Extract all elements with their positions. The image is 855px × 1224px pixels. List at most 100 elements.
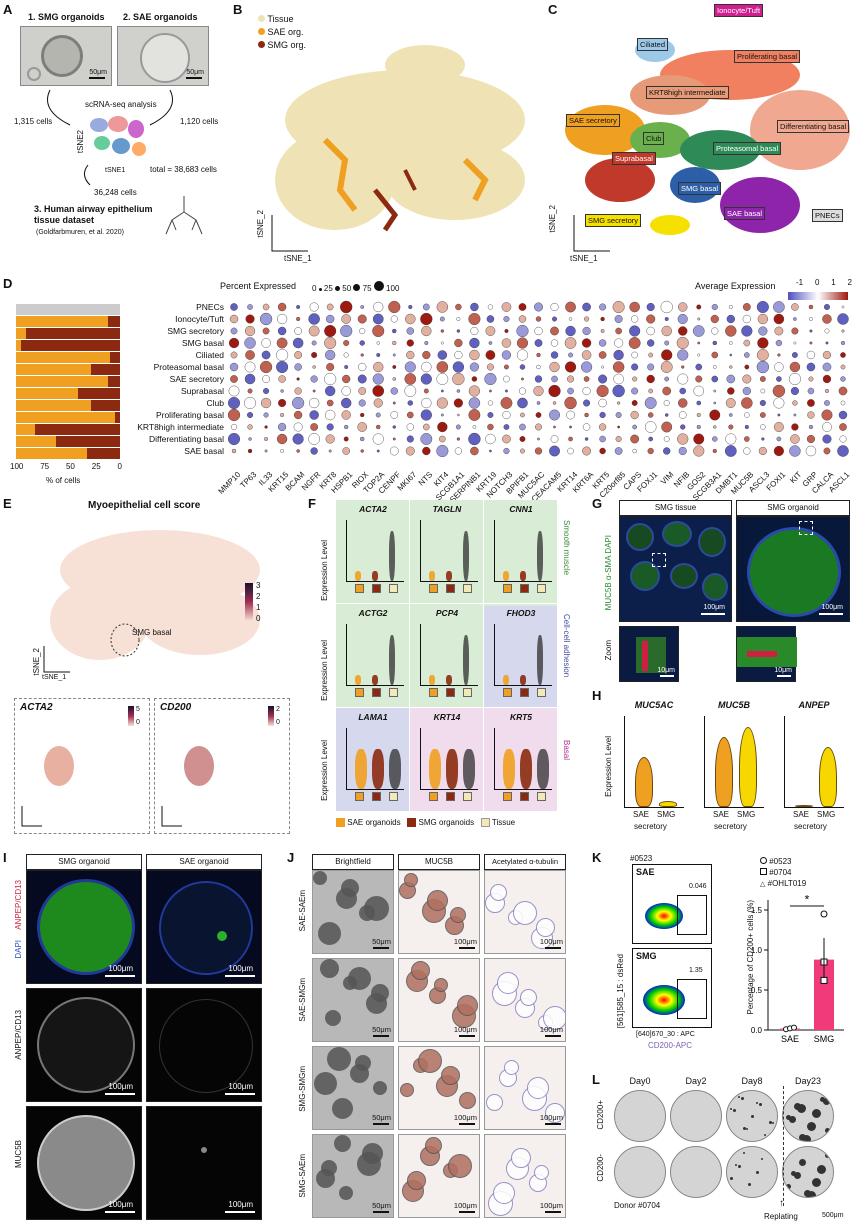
c-label-pnecs: PNECs xyxy=(812,209,843,222)
d-dot xyxy=(808,424,814,430)
d-dot xyxy=(360,305,365,309)
d-dot xyxy=(617,401,621,405)
d-row-label: Club xyxy=(206,398,224,408)
d-dot xyxy=(518,387,526,395)
d-dot xyxy=(390,411,399,419)
d-dot xyxy=(390,387,398,395)
i-label-r3: MUC5B xyxy=(14,1140,23,1169)
d-dot xyxy=(264,425,268,429)
g-sb4: 10μm xyxy=(774,667,792,674)
d-dot xyxy=(759,412,766,418)
d-dot xyxy=(564,361,577,373)
d-dot xyxy=(584,316,590,322)
d-dot xyxy=(324,325,337,337)
d-dot xyxy=(259,360,273,374)
i-sb2: 100μm xyxy=(228,964,253,973)
d-dot xyxy=(308,325,320,337)
d-dot xyxy=(711,351,719,359)
h-group-label: SMG xyxy=(737,810,756,819)
c-label-diff: Differentiating basal xyxy=(777,120,850,133)
c-label-sae-basal: SAE basal xyxy=(724,207,766,220)
d-dot xyxy=(372,385,385,397)
d-dot xyxy=(678,398,688,408)
f-swatch xyxy=(389,792,398,801)
d-dot xyxy=(742,374,752,384)
d-dot xyxy=(264,437,269,441)
h-group-label: SMG xyxy=(657,810,676,819)
l-replating: Replating xyxy=(764,1212,798,1221)
l-well xyxy=(614,1146,666,1198)
smg-cell-count: 1,315 cells xyxy=(14,117,53,126)
f-violin xyxy=(429,571,435,581)
d-dot xyxy=(793,413,797,417)
d-dot xyxy=(263,412,269,418)
d-dot xyxy=(568,317,573,321)
d-dot xyxy=(726,314,735,324)
d-dot xyxy=(263,387,270,395)
d-dot xyxy=(486,363,494,371)
l-donor: Donor #0704 xyxy=(614,1201,661,1210)
g-stain-label: MUC5B α-SMA DAPI xyxy=(604,535,613,611)
d-dot xyxy=(676,336,689,350)
d-dot xyxy=(713,425,717,429)
smg-scalebar-label: 50μm xyxy=(89,69,107,76)
d-dot xyxy=(793,341,797,345)
d-dot xyxy=(358,399,366,407)
h-group-label: SAE xyxy=(793,810,810,819)
d-dot xyxy=(841,329,845,333)
total-cells: total = 38,683 cells xyxy=(150,165,217,174)
d-dot xyxy=(550,435,559,443)
d-dot xyxy=(695,363,703,371)
d-dot xyxy=(372,313,384,325)
d-dot xyxy=(600,329,605,333)
d-bar-sae-1 xyxy=(16,316,108,327)
d-dot xyxy=(612,361,625,373)
h-gene-title: ANPEP xyxy=(798,700,830,710)
d-dot xyxy=(230,303,238,311)
j-image: 50μm xyxy=(312,1134,394,1218)
d-dot xyxy=(725,325,737,337)
f-swatch xyxy=(537,584,546,593)
d-bar-sae-12 xyxy=(16,448,87,459)
panel-label-a: A xyxy=(3,2,13,17)
d-dot xyxy=(759,399,766,407)
l-colony-grid: Day0 Day2 Day8 Day23 CD200+ CD200- Donor #0704… xyxy=(594,1076,854,1224)
d-dot xyxy=(661,421,673,433)
d-dot xyxy=(825,341,829,345)
d-bar-sae-7 xyxy=(16,388,79,399)
d-dot xyxy=(311,340,317,346)
f-cell: KRT5 xyxy=(484,708,558,812)
d-dot xyxy=(648,352,654,358)
d-dot xyxy=(840,352,846,358)
f-swatch xyxy=(372,584,381,593)
d-dot xyxy=(421,325,432,337)
f-swatch xyxy=(463,792,472,801)
f-swatch xyxy=(429,688,438,697)
d-dot xyxy=(552,316,558,322)
d-dot xyxy=(647,363,655,371)
d-dot xyxy=(727,387,735,395)
d-dot xyxy=(552,401,557,405)
d-dot xyxy=(436,361,449,373)
d-row-label: KRT8high intermediate xyxy=(137,422,224,432)
d-dot xyxy=(598,398,607,408)
d-dot xyxy=(549,409,560,421)
tissue-cell-count: 36,248 cells xyxy=(94,188,137,197)
d-dot xyxy=(261,350,271,360)
d-dot xyxy=(709,409,721,421)
d-dot xyxy=(678,446,687,456)
avg-expression-bar xyxy=(788,292,848,300)
d-dot xyxy=(293,422,303,432)
d-dot xyxy=(534,326,543,336)
d-dot xyxy=(420,433,433,445)
h-sub-label: secretory xyxy=(714,822,747,831)
d-dot xyxy=(517,397,528,409)
g-zoom-label: Zoom xyxy=(604,640,613,661)
panel-label-j: J xyxy=(287,850,295,865)
j-scalebar-label: 100μm xyxy=(453,1113,477,1122)
d-dot xyxy=(277,422,287,432)
d-dot xyxy=(326,362,335,372)
d-dot xyxy=(629,325,641,337)
d-dot xyxy=(228,397,241,409)
d-row-label: SAE basal xyxy=(184,446,224,456)
